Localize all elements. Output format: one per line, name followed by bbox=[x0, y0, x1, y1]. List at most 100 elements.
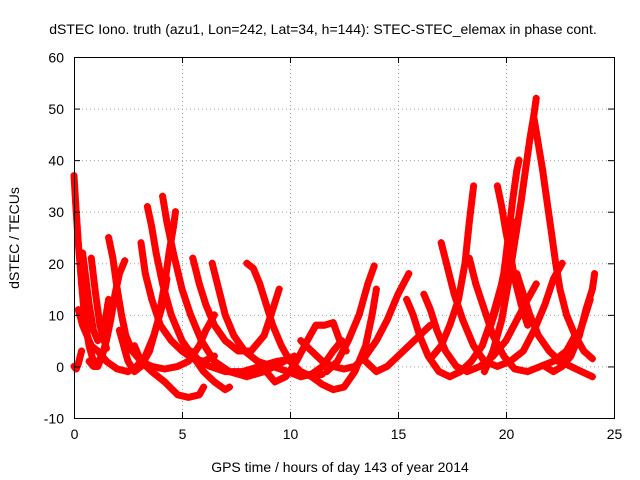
data-point bbox=[507, 206, 515, 214]
x-axis-label: GPS time / hours of day 143 of year 2014 bbox=[211, 459, 469, 475]
data-point bbox=[586, 295, 594, 303]
data-point bbox=[541, 182, 549, 190]
data-point bbox=[474, 286, 482, 294]
data-arc-29 bbox=[513, 270, 596, 381]
data-point bbox=[275, 337, 283, 345]
data-point bbox=[106, 239, 114, 247]
data-point bbox=[591, 270, 599, 278]
data-point bbox=[466, 366, 474, 374]
data-point bbox=[184, 304, 192, 312]
data-point bbox=[558, 292, 566, 300]
data-point bbox=[470, 365, 478, 373]
data-point bbox=[79, 255, 87, 263]
data-point bbox=[411, 316, 419, 324]
data-point bbox=[295, 352, 303, 360]
data-point bbox=[565, 316, 573, 324]
data-point bbox=[256, 280, 264, 288]
data-point bbox=[583, 306, 591, 314]
data-point bbox=[467, 261, 475, 269]
data-point bbox=[470, 353, 478, 361]
y-tick-label: 30 bbox=[48, 204, 64, 220]
data-point bbox=[365, 275, 373, 283]
data-point bbox=[510, 190, 518, 198]
data-point bbox=[537, 335, 545, 343]
y-axis-label: dSTEC / TECUs bbox=[6, 187, 22, 289]
data-point bbox=[163, 295, 171, 303]
data-point bbox=[428, 311, 436, 319]
data-point bbox=[516, 280, 524, 288]
data-point bbox=[150, 302, 158, 310]
data-point bbox=[163, 264, 171, 272]
data-point bbox=[513, 316, 521, 324]
data-point bbox=[97, 325, 105, 333]
data-point bbox=[143, 276, 151, 284]
data-point bbox=[166, 234, 174, 241]
data-point bbox=[489, 347, 497, 355]
data-point bbox=[370, 341, 378, 349]
data-point bbox=[487, 321, 495, 329]
data-point bbox=[543, 343, 550, 351]
data-point bbox=[467, 335, 475, 343]
data-point bbox=[459, 268, 467, 276]
data-point bbox=[459, 316, 467, 324]
data-point bbox=[204, 322, 212, 330]
data-point bbox=[532, 94, 540, 102]
data-point bbox=[287, 365, 295, 373]
data-point bbox=[543, 294, 551, 302]
data-point bbox=[143, 203, 151, 211]
data-point bbox=[201, 342, 209, 350]
data-point bbox=[262, 325, 270, 333]
data-point bbox=[505, 331, 513, 339]
data-point bbox=[544, 205, 552, 213]
data-point bbox=[274, 290, 282, 298]
data-point bbox=[525, 337, 533, 345]
data-point bbox=[78, 317, 86, 325]
data-point bbox=[490, 311, 498, 319]
data-point bbox=[487, 352, 495, 360]
data-point bbox=[265, 311, 273, 319]
data-point bbox=[532, 280, 540, 288]
data-point bbox=[88, 320, 96, 328]
data-point bbox=[502, 337, 510, 345]
data-point bbox=[251, 268, 259, 276]
data-point bbox=[500, 270, 508, 278]
data-point bbox=[284, 369, 292, 377]
data-point bbox=[122, 350, 130, 358]
data-point bbox=[511, 182, 519, 190]
data-point bbox=[165, 226, 172, 234]
data-point bbox=[150, 236, 158, 244]
data-point bbox=[518, 285, 526, 293]
data-point bbox=[433, 326, 441, 334]
data-point bbox=[108, 249, 116, 257]
data-point bbox=[72, 208, 80, 216]
data-point bbox=[238, 343, 246, 351]
data-point bbox=[170, 317, 178, 325]
data-point bbox=[169, 249, 177, 257]
data-point bbox=[503, 289, 511, 297]
data-point bbox=[148, 223, 156, 231]
data-point bbox=[354, 361, 361, 369]
data-point bbox=[367, 344, 375, 352]
data-point bbox=[250, 343, 258, 351]
data-point bbox=[497, 361, 505, 369]
data-point bbox=[532, 326, 540, 334]
data-point bbox=[210, 266, 218, 274]
data-point bbox=[510, 321, 518, 329]
data-arc-19 bbox=[323, 262, 378, 376]
data-point bbox=[362, 342, 370, 350]
data-point bbox=[478, 299, 486, 307]
data-point bbox=[192, 267, 200, 275]
data-point bbox=[77, 350, 85, 358]
data-point bbox=[94, 306, 102, 314]
data-point bbox=[508, 262, 516, 270]
data-point bbox=[538, 307, 546, 315]
data-point bbox=[571, 342, 579, 350]
data-point bbox=[440, 252, 448, 260]
data-point bbox=[535, 313, 543, 321]
data-point bbox=[162, 329, 170, 337]
data-point bbox=[480, 306, 488, 314]
data-arc-30 bbox=[530, 115, 596, 363]
data-point bbox=[497, 285, 505, 293]
data-point bbox=[262, 301, 270, 309]
data-point bbox=[348, 371, 356, 379]
